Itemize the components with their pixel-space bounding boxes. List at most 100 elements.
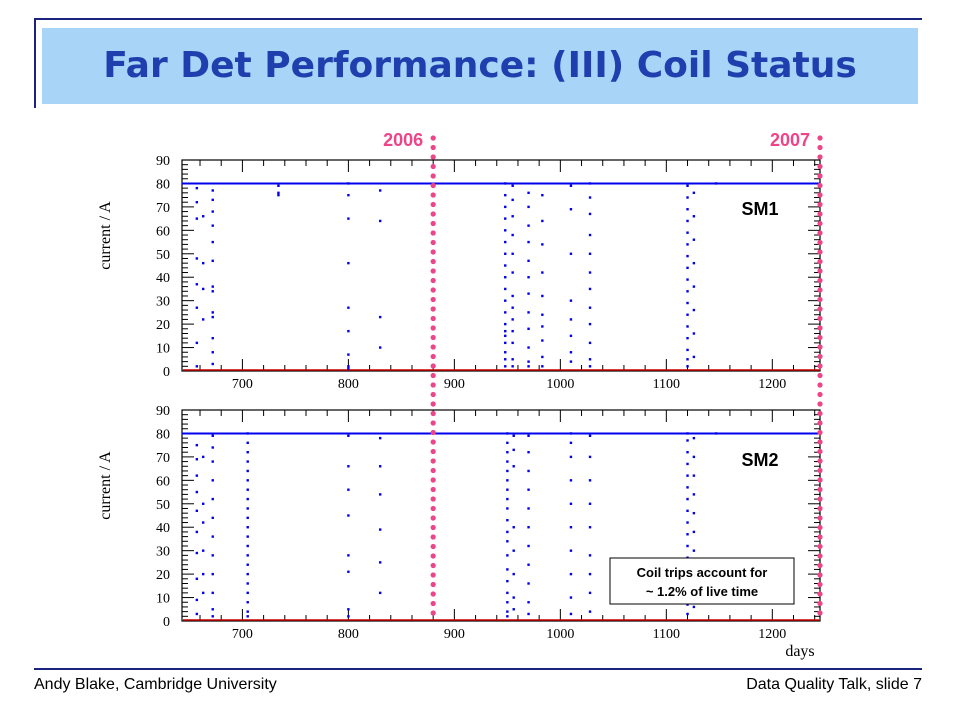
data-point (527, 327, 530, 330)
data-point (686, 462, 689, 466)
x-tick-label: 1200 (758, 627, 786, 642)
data-point (686, 278, 689, 281)
data-point (511, 365, 514, 368)
data-point (686, 474, 689, 477)
data-point (686, 533, 689, 536)
data-point (347, 514, 350, 517)
data-point (569, 299, 573, 302)
year-boundary-dot (430, 296, 436, 303)
data-point (211, 285, 214, 288)
data-point (527, 259, 530, 263)
year-boundary-dot (817, 505, 823, 512)
year-boundary-dot (430, 230, 436, 236)
year-boundary-dot (817, 572, 823, 578)
data-point (504, 217, 507, 220)
data-point (588, 434, 592, 437)
data-point (246, 507, 249, 510)
data-point (588, 591, 592, 595)
year-boundary-dot (817, 610, 823, 616)
x-tick-label: 800 (338, 377, 359, 392)
data-point (195, 186, 199, 190)
year-boundary-dot (817, 173, 823, 179)
data-point (686, 365, 689, 368)
data-point (504, 205, 507, 209)
data-point (686, 196, 689, 199)
data-point (504, 252, 507, 255)
year-boundary-dot (430, 239, 436, 246)
x-tick-label: 900 (444, 627, 465, 642)
data-point (211, 240, 214, 244)
data-point (527, 240, 530, 244)
data-point (527, 365, 530, 368)
data-point (506, 488, 509, 491)
data-point (246, 591, 249, 595)
year-boundary-dot (430, 211, 436, 217)
data-point (686, 451, 689, 454)
year-boundary-dot (430, 562, 436, 569)
year-boundary-dot (430, 543, 436, 550)
slide-frame-top (34, 18, 922, 20)
year-boundary-dot (430, 420, 436, 426)
data-point (692, 530, 696, 534)
data-point (511, 271, 514, 274)
year-boundary-dot (817, 458, 823, 464)
data-point (195, 598, 199, 602)
data-point (211, 336, 214, 340)
data-point (211, 446, 214, 449)
data-point (686, 509, 689, 513)
data-point (541, 325, 544, 328)
data-point (714, 432, 718, 435)
data-point (569, 208, 573, 211)
data-point (246, 469, 249, 473)
year-boundary-dot (817, 420, 823, 426)
data-point (201, 455, 205, 459)
year-boundary-dot (817, 182, 823, 189)
year-boundary-dot (430, 173, 436, 179)
data-point (541, 193, 544, 197)
data-point (506, 579, 509, 583)
data-point (347, 365, 350, 368)
year-boundary-dot (817, 591, 823, 597)
year-boundary-dot (817, 277, 823, 284)
year-boundary-dot (430, 524, 436, 531)
data-point (211, 434, 214, 437)
data-point (211, 497, 214, 501)
data-point (569, 526, 573, 529)
year-boundary-dot (817, 477, 823, 483)
year-boundary-dot (817, 163, 823, 170)
data-point (506, 460, 509, 463)
year-boundary-dot (817, 211, 823, 217)
data-point (588, 358, 592, 361)
data-point (201, 591, 205, 595)
year-boundary-dot (430, 249, 436, 255)
data-point (692, 285, 696, 288)
year-boundary-dot (430, 363, 436, 369)
year-boundary-dot (817, 543, 823, 550)
year-boundary-dot (817, 581, 823, 588)
data-point (527, 451, 530, 454)
year-boundary-dot (817, 429, 823, 436)
y-tick-label: 10 (156, 342, 170, 357)
year-boundary-dot (817, 344, 823, 350)
data-point (211, 311, 214, 314)
data-point (686, 603, 689, 606)
data-point (692, 474, 696, 477)
y-tick-label: 60 (156, 474, 170, 489)
data-point (378, 561, 382, 564)
year-boundary-dot (430, 353, 436, 360)
data-point (506, 610, 509, 613)
year-boundary-dot (430, 277, 436, 284)
x-tick-label: 700 (232, 627, 253, 642)
data-point (378, 465, 382, 468)
data-point (686, 336, 689, 340)
data-point (588, 610, 592, 613)
data-point (195, 283, 199, 286)
title-bar: Far Det Performance: (III) Coil Status (42, 28, 918, 104)
data-point (246, 432, 249, 435)
year-boundary-dot (430, 439, 436, 445)
data-point (506, 451, 509, 454)
footer-divider (34, 668, 922, 670)
data-point (692, 455, 696, 459)
data-point (527, 311, 530, 314)
year-boundary-dot (430, 201, 436, 208)
